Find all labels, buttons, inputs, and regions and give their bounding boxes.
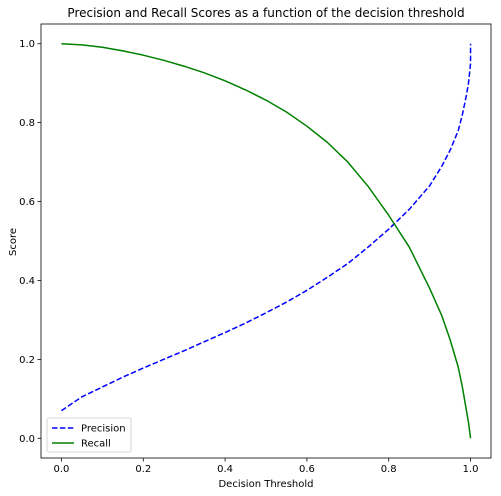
plot-area xyxy=(40,23,492,459)
x-tick-label: 0.6 xyxy=(299,464,315,475)
y-tick-label: 1.0 xyxy=(19,39,35,50)
y-tick-label: 0.6 xyxy=(19,197,35,208)
precision-line xyxy=(61,43,472,412)
x-axis-label: Decision Threshold xyxy=(218,479,313,490)
y-tick-label: 0.2 xyxy=(19,355,35,366)
x-tick-label: 0.8 xyxy=(381,464,397,475)
x-tick-label: 0.2 xyxy=(135,464,151,475)
y-axis-label: Score xyxy=(8,228,19,256)
legend: Precision Recall xyxy=(46,417,132,453)
x-axis: 0.0 0.2 0.4 0.6 0.8 1.0 xyxy=(54,458,479,475)
series-layer xyxy=(61,42,472,439)
y-tick-label: 0.4 xyxy=(19,276,35,287)
plot-frame xyxy=(40,23,492,459)
y-tick-label: 0.8 xyxy=(19,118,35,129)
x-tick-label: 0.0 xyxy=(54,464,70,475)
recall-legend-label: Recall xyxy=(81,439,111,450)
chart-title: Precision and Recall Scores as a functio… xyxy=(67,6,464,20)
x-tick-label: 1.0 xyxy=(463,464,479,475)
y-axis: 0.0 0.2 0.4 0.6 0.8 1.0 xyxy=(19,39,41,445)
y-tick-label: 0.0 xyxy=(19,434,35,445)
precision-legend-label: Precision xyxy=(81,424,126,435)
recall-line xyxy=(61,42,472,439)
x-tick-label: 0.4 xyxy=(217,464,233,475)
